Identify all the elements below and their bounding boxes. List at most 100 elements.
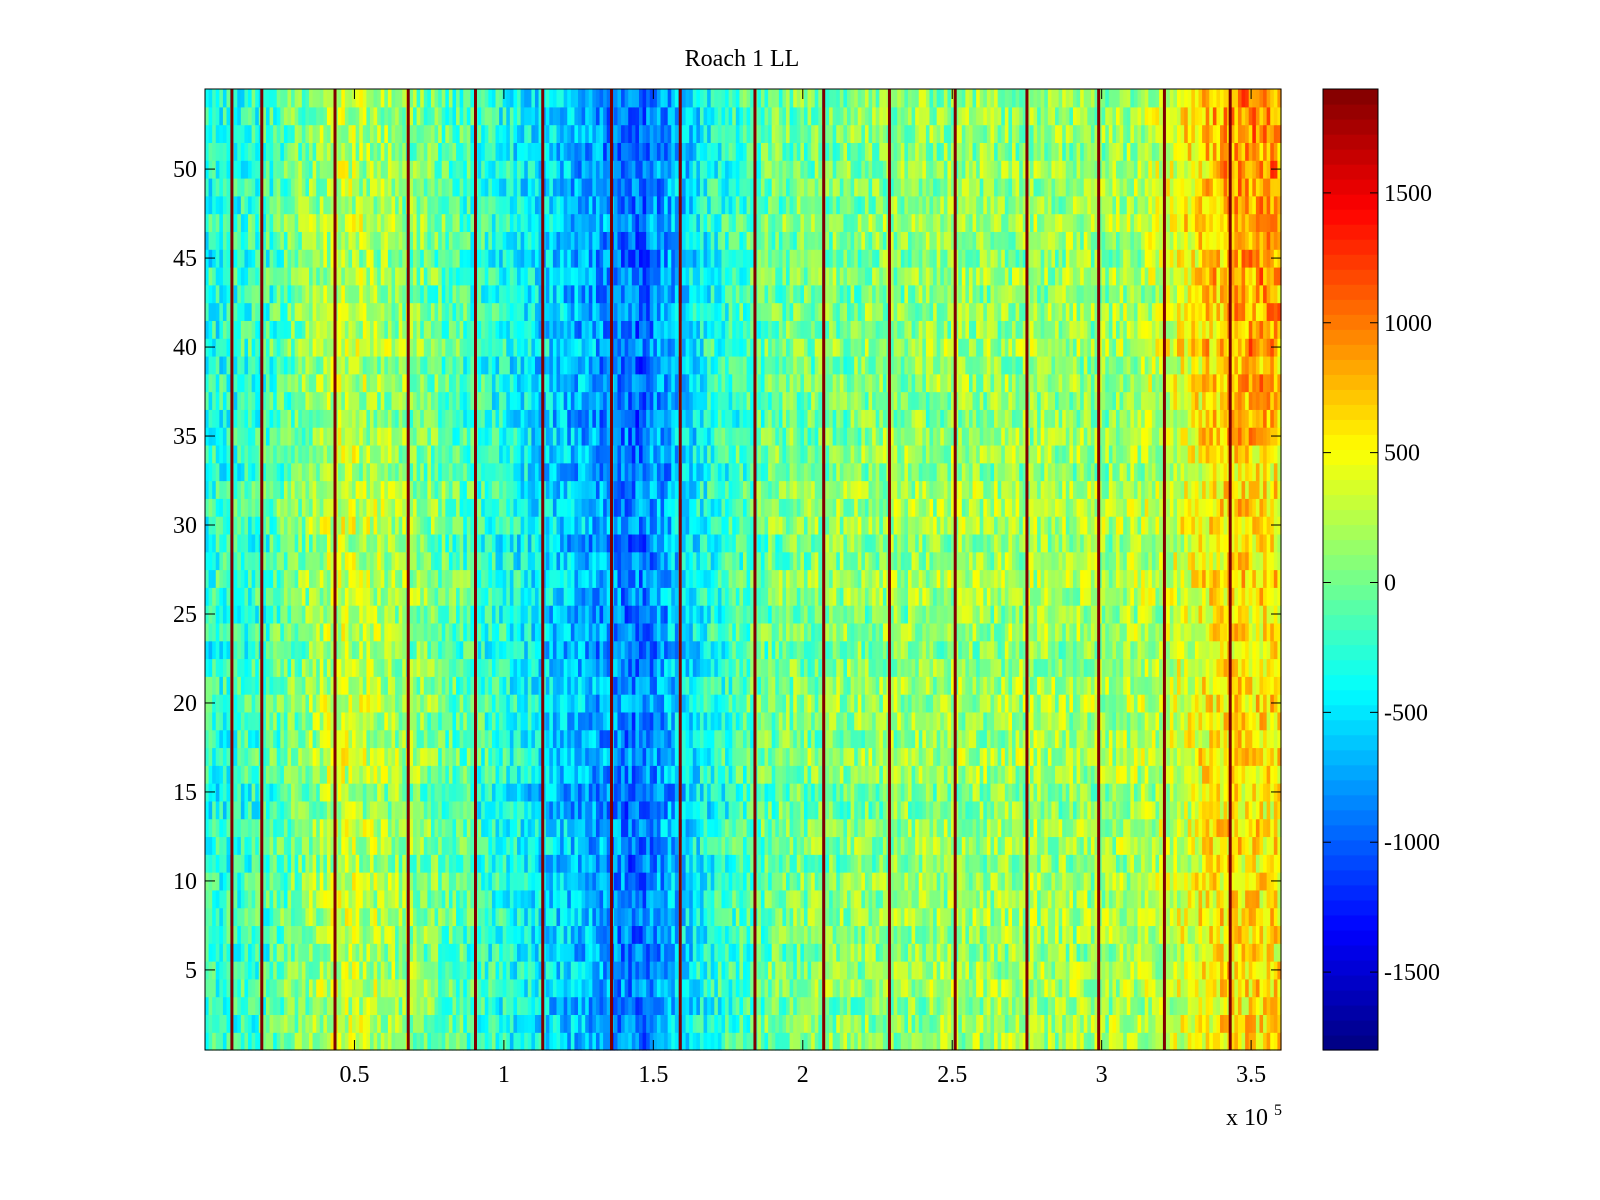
heatmap-cell <box>829 1014 834 1033</box>
heatmap-cell <box>1130 872 1135 891</box>
heatmap-cell <box>1169 818 1174 838</box>
heatmap-cell <box>1080 907 1085 927</box>
heatmap-cell <box>1187 1032 1192 1051</box>
heatmap-cell <box>882 836 888 855</box>
heatmap-cell <box>1223 800 1228 820</box>
heatmap-cell <box>574 747 579 766</box>
heatmap-cell <box>495 978 500 998</box>
heatmap-cell <box>721 836 726 855</box>
heatmap-cell <box>1216 783 1221 802</box>
heatmap-cell <box>352 978 357 998</box>
heatmap-cell <box>269 818 274 838</box>
heatmap-cell <box>527 978 532 998</box>
heatmap-cell <box>423 765 428 784</box>
heatmap-cell <box>771 925 776 944</box>
heatmap-cell <box>1022 889 1027 909</box>
heatmap-cell <box>760 961 766 980</box>
heatmap-cell <box>1029 996 1035 1016</box>
heatmap-cell <box>689 889 694 909</box>
heatmap-cell <box>843 747 848 766</box>
heatmap-cell <box>743 818 748 838</box>
heatmap-cell <box>1001 907 1006 927</box>
heatmap-cell <box>301 783 307 802</box>
heatmap-cell <box>373 854 378 873</box>
heatmap-cell <box>775 872 780 891</box>
heatmap-cell <box>739 818 744 838</box>
heatmap-cell <box>897 783 902 802</box>
heatmap-cell <box>430 996 436 1016</box>
heatmap-cell <box>423 961 428 980</box>
heatmap-cell <box>1194 1014 1200 1033</box>
heatmap-cell <box>933 836 938 855</box>
heatmap-cell <box>459 996 464 1016</box>
heatmap-cell <box>864 943 870 962</box>
heatmap-cell <box>692 925 697 944</box>
heatmap-cell <box>477 836 482 855</box>
heatmap-cell <box>481 996 486 1016</box>
heatmap-cell <box>1062 1014 1067 1033</box>
heatmap-cell <box>312 854 317 873</box>
heatmap-cell <box>918 889 923 909</box>
heatmap-cell <box>1155 765 1160 784</box>
heatmap-cell <box>466 1014 472 1033</box>
heatmap-cell <box>222 872 228 891</box>
heatmap-cell <box>563 1032 568 1051</box>
heatmap-cell <box>656 1014 662 1033</box>
heatmap-cell <box>1148 765 1153 784</box>
heatmap-cell <box>262 747 267 766</box>
heatmap-cell <box>965 765 970 784</box>
heatmap-cell <box>448 765 454 784</box>
heatmap-cell <box>778 943 784 962</box>
heatmap-cell <box>1166 818 1171 838</box>
heatmap-cell <box>560 961 565 980</box>
heatmap-cell <box>1083 836 1088 855</box>
heatmap-cell <box>484 818 489 838</box>
heatmap-cell <box>1012 836 1017 855</box>
heatmap-cell <box>621 1014 626 1033</box>
heatmap-cell <box>904 818 909 838</box>
heatmap-cell <box>599 765 604 784</box>
heatmap-cell <box>380 889 385 909</box>
heatmap-cell <box>689 978 694 998</box>
heatmap-cell <box>786 800 791 820</box>
heatmap-cell <box>377 943 382 962</box>
heatmap-cell <box>782 961 787 980</box>
heatmap-cell <box>850 996 855 1016</box>
heatmap-cell <box>592 747 597 766</box>
heatmap-cell <box>312 1032 317 1051</box>
heatmap-cell <box>624 1014 629 1033</box>
heatmap-cell <box>595 854 601 873</box>
heatmap-cell <box>1266 783 1271 802</box>
heatmap-cell <box>1187 783 1192 802</box>
heatmap-cell <box>965 907 970 927</box>
heatmap-cell <box>463 943 468 962</box>
heatmap-cell <box>1126 872 1131 891</box>
heatmap-cell <box>890 783 895 802</box>
heatmap-cell <box>994 872 999 891</box>
heatmap-cell <box>527 889 532 909</box>
heatmap-cell <box>786 961 791 980</box>
heatmap-cell <box>1051 961 1056 980</box>
heatmap-cell <box>309 907 314 927</box>
heatmap-cell <box>1004 783 1010 802</box>
heatmap-cell <box>1108 800 1114 820</box>
heatmap-cell <box>1015 836 1020 855</box>
heatmap-cell <box>1209 836 1214 855</box>
heatmap-cell <box>1184 800 1189 820</box>
heatmap-cell <box>495 961 500 980</box>
heatmap-cell <box>796 961 801 980</box>
heatmap-cell <box>384 818 389 838</box>
heatmap-cell <box>1019 872 1024 891</box>
heatmap-cell <box>1033 818 1038 838</box>
heatmap-cell <box>1166 872 1171 891</box>
heatmap-cell <box>864 996 870 1016</box>
heatmap-cell <box>305 800 310 820</box>
heatmap-cell <box>689 925 694 944</box>
heatmap-cell <box>664 854 669 873</box>
heatmap-cell <box>882 978 888 998</box>
heatmap-cell <box>689 747 694 766</box>
heatmap-cell <box>739 907 744 927</box>
heatmap-cell <box>879 1014 884 1033</box>
heatmap-cell <box>789 765 794 784</box>
heatmap-cell <box>348 1014 353 1033</box>
